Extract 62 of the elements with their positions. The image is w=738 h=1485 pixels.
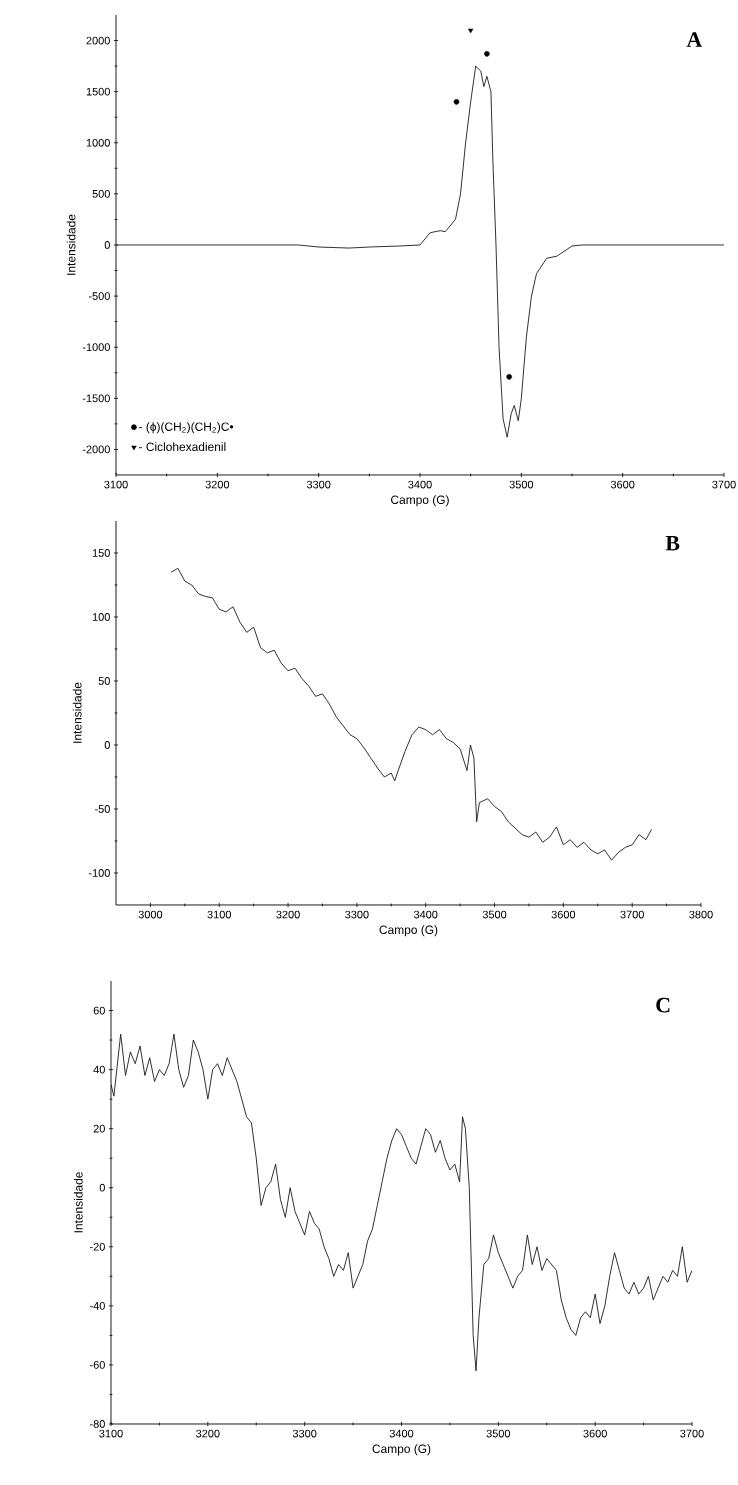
x-tick-label: 3200: [196, 1429, 220, 1438]
x-tick-label: 3800: [689, 910, 713, 919]
x-tick-label: 3600: [551, 910, 576, 919]
x-tick-label: 3000: [138, 910, 163, 919]
point: [468, 28, 474, 34]
y-tick-label: -60: [90, 1361, 105, 1369]
y-tick-label: -40: [90, 1301, 105, 1310]
x-tick-label: 3100: [104, 480, 128, 489]
x-tick-label: 3700: [712, 480, 736, 489]
x-tick-label: 3400: [408, 480, 432, 489]
y-tick-label: 50: [98, 677, 110, 685]
y-tick-label: 500: [92, 190, 110, 198]
y-tick-label: 100: [92, 613, 110, 621]
point: [453, 99, 460, 105]
x-tick-label: 3500: [482, 910, 507, 919]
y-tick-label: 0: [99, 1183, 105, 1192]
x-axis-title: Campo (G): [391, 495, 449, 507]
y-axis-title: Intensidade: [66, 214, 76, 275]
x-tick-label: 3200: [205, 480, 230, 489]
x-tick-label: 3100: [99, 1429, 123, 1438]
y-tick-label: -1000: [82, 343, 110, 352]
y-tick-label: -50: [95, 805, 110, 813]
y-axis-title: Intensidade: [73, 1172, 83, 1233]
point: [506, 374, 512, 380]
x-tick-label: 3300: [306, 480, 331, 489]
x-tick-label: 3500: [509, 480, 534, 489]
text: C: [656, 997, 670, 1013]
y-tick-label: -500: [88, 292, 110, 300]
line-series: [170, 567, 652, 861]
y-tick-label: 20: [93, 1124, 105, 1133]
y-tick-label: -80: [90, 1420, 105, 1428]
x-tick-label: 3100: [207, 910, 231, 919]
y-tick-label: 2000: [86, 36, 110, 45]
x-tick-label: 3500: [486, 1429, 511, 1438]
text: A: [686, 32, 703, 47]
x-tick-label: 3400: [413, 910, 438, 919]
y-tick-label: -2000: [82, 445, 110, 454]
y-tick-label: 150: [92, 549, 110, 557]
x-tick-label: 3200: [276, 910, 300, 919]
y-tick-label: 1500: [86, 87, 110, 96]
x-tick-label: 3700: [680, 1429, 704, 1438]
y-tick-label: -1500: [82, 394, 110, 403]
x-tick-label: 3600: [610, 480, 635, 489]
x-tick-label: 3600: [583, 1429, 607, 1438]
x-tick-label: 3700: [620, 910, 644, 919]
legend-label: - (ϕ)(CH$_{2}$)(CH$_{2}$)C•: [139, 422, 234, 434]
x-tick-label: 3300: [292, 1429, 317, 1438]
legend-label: - Ciclohexadienil: [139, 442, 226, 452]
y-tick-label: 60: [93, 1006, 105, 1015]
point: [484, 51, 490, 57]
text: B: [665, 536, 680, 551]
x-axis-title: Campo (G): [372, 1444, 431, 1456]
y-tick-label: 40: [93, 1065, 105, 1074]
y-axis-title: Intensidade: [72, 682, 82, 743]
x-tick-label: 3300: [345, 910, 369, 919]
y-tick-label: -20: [90, 1242, 105, 1251]
x-axis-title: Campo (G): [379, 925, 438, 937]
x-tick-label: 3400: [389, 1429, 414, 1438]
y-tick-label: -100: [88, 869, 110, 877]
y-tick-label: 0: [104, 241, 110, 249]
y-tick-label: 1000: [86, 138, 110, 147]
y-tick-label: 0: [104, 741, 110, 749]
